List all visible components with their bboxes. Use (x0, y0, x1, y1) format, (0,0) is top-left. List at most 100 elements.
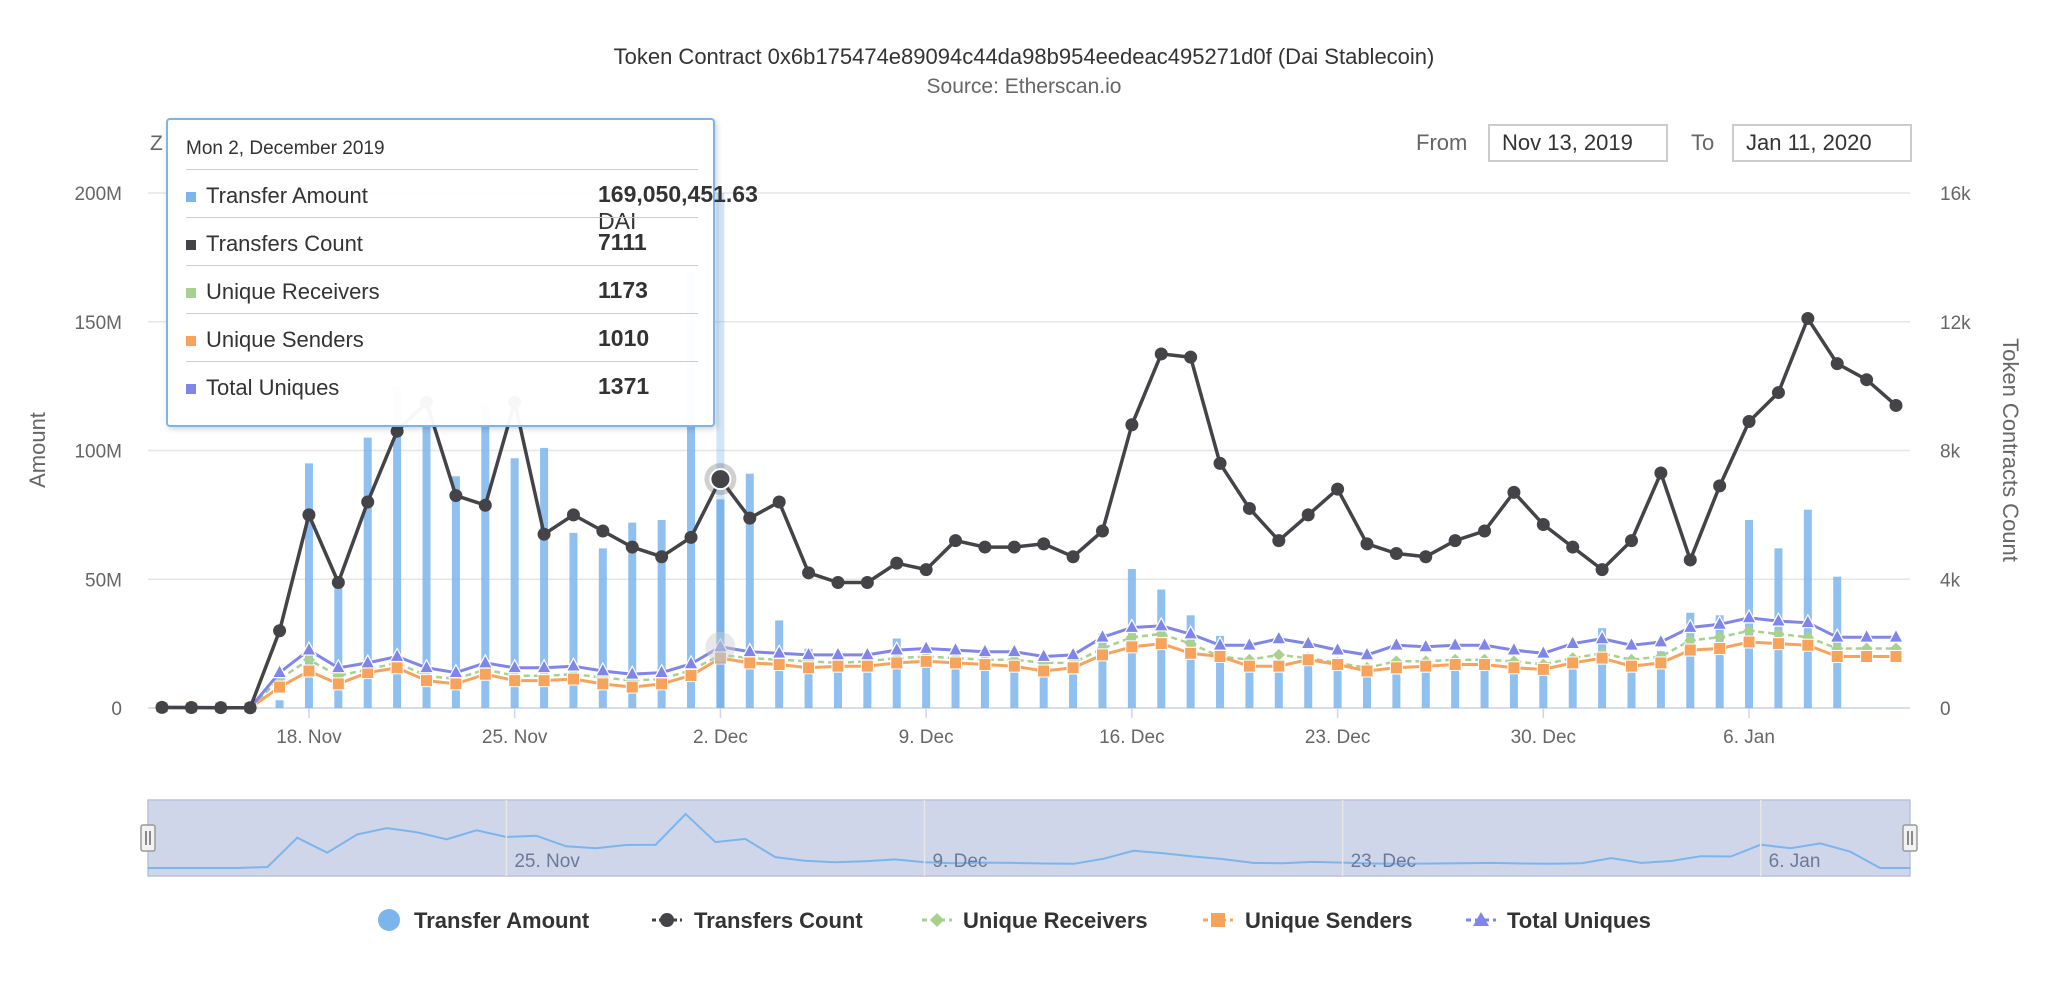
total-uniques-point[interactable] (447, 663, 464, 679)
transfers-count-point[interactable] (1154, 347, 1168, 361)
transfer-amount-bar[interactable] (393, 386, 402, 708)
transfer-amount-bar[interactable] (1539, 674, 1548, 708)
transfers-count-point[interactable] (1301, 508, 1315, 522)
navigator-handle-right[interactable] (1902, 824, 1918, 852)
unique-senders-point[interactable] (802, 661, 816, 675)
transfers-count-point[interactable] (1125, 418, 1139, 432)
total-uniques-point[interactable] (741, 642, 758, 658)
unique-senders-point[interactable] (1066, 661, 1080, 675)
transfers-count-point[interactable] (331, 575, 345, 589)
unique-senders-point[interactable] (302, 664, 316, 678)
series-line-transfers-count[interactable] (161, 314, 1898, 710)
legend-item-total-uniques[interactable]: Total Uniques (1466, 908, 1651, 933)
transfers-count-point[interactable] (655, 550, 669, 564)
unique-senders-point[interactable] (743, 656, 757, 670)
unique-senders-point[interactable] (860, 659, 874, 673)
unique-receivers-point[interactable] (1125, 631, 1138, 644)
unique-senders-point[interactable] (1095, 648, 1109, 662)
unique-senders-point[interactable] (508, 674, 522, 688)
transfer-amount-bar[interactable] (1627, 666, 1636, 708)
total-uniques-point[interactable] (1241, 635, 1258, 651)
total-uniques-point[interactable] (1858, 627, 1875, 643)
unique-senders-point[interactable] (596, 677, 610, 691)
transfers-count-point[interactable] (1419, 550, 1433, 564)
transfer-amount-bar[interactable] (569, 532, 578, 708)
transfer-amount-bar[interactable] (1568, 669, 1577, 708)
transfers-count-point[interactable] (302, 508, 316, 522)
transfers-count-point[interactable] (1624, 534, 1638, 548)
unique-receivers-point[interactable] (1184, 637, 1197, 650)
transfer-amount-bar[interactable] (951, 669, 960, 708)
total-uniques-point[interactable] (1476, 635, 1493, 651)
transfers-count-point[interactable] (831, 575, 845, 589)
total-uniques-point[interactable] (1035, 647, 1052, 663)
unique-senders-point[interactable] (537, 674, 551, 688)
total-uniques-point[interactable] (389, 647, 406, 663)
navigator-handle-left[interactable] (140, 824, 156, 852)
transfers-count-point[interactable] (1095, 524, 1109, 538)
transfers-count-point[interactable] (860, 575, 874, 589)
unique-receivers-point[interactable] (302, 653, 315, 666)
transfers-count-point[interactable] (1389, 547, 1403, 560)
legend-item-transfers-count[interactable]: Transfers Count (652, 908, 863, 933)
transfers-count-point[interactable] (1184, 350, 1198, 364)
transfer-amount-bar[interactable] (304, 463, 313, 708)
total-uniques-point[interactable] (829, 645, 846, 661)
transfer-amount-bar[interactable] (1480, 666, 1489, 708)
unique-senders-point[interactable] (1683, 643, 1697, 657)
transfers-count-point[interactable] (1771, 386, 1785, 400)
transfer-amount-bar[interactable] (1333, 664, 1342, 708)
from-date-input[interactable]: Nov 13, 2019 (1488, 124, 1668, 162)
total-uniques-point[interactable] (594, 661, 611, 677)
transfers-count-point[interactable] (1037, 537, 1051, 551)
transfers-count-point[interactable] (1860, 373, 1874, 387)
unique-senders-point[interactable] (478, 667, 492, 681)
series-lines[interactable] (153, 312, 1905, 715)
unique-senders-point[interactable] (978, 658, 992, 672)
transfer-amount-bar[interactable] (892, 638, 901, 708)
unique-senders-point[interactable] (1213, 650, 1227, 663)
transfers-count-point[interactable] (1801, 312, 1815, 326)
total-uniques-point[interactable] (1182, 624, 1199, 640)
to-date-input[interactable]: Jan 11, 2020 (1732, 124, 1912, 162)
unique-senders-point[interactable] (1771, 637, 1785, 651)
transfer-amount-bar[interactable] (275, 700, 284, 708)
total-uniques-point[interactable] (1594, 629, 1611, 645)
unique-senders-point[interactable] (1184, 646, 1198, 660)
transfer-amount-bars[interactable] (275, 272, 1842, 708)
transfers-count-point[interactable] (1595, 563, 1609, 577)
transfer-amount-bar[interactable] (1598, 628, 1607, 708)
transfers-count-point[interactable] (1830, 357, 1844, 371)
transfers-count-point[interactable] (1654, 466, 1668, 480)
transfers-count-point[interactable] (1331, 482, 1345, 496)
transfer-amount-bar[interactable] (1039, 671, 1048, 708)
transfer-amount-bar[interactable] (716, 499, 725, 708)
unique-senders-point[interactable] (919, 654, 933, 668)
total-uniques-point[interactable] (1153, 616, 1170, 632)
total-uniques-point[interactable] (976, 642, 993, 658)
total-uniques-point[interactable] (1094, 627, 1111, 643)
transfers-count-point[interactable] (1213, 456, 1227, 470)
unique-receivers-point[interactable] (1713, 631, 1726, 644)
unique-senders-point[interactable] (1654, 656, 1668, 670)
transfer-amount-bar[interactable] (1715, 615, 1724, 708)
total-uniques-point[interactable] (947, 640, 964, 656)
unique-senders-point[interactable] (1830, 650, 1844, 663)
total-uniques-point[interactable] (888, 640, 905, 656)
total-uniques-point[interactable] (683, 654, 700, 670)
transfers-count-point[interactable] (1683, 553, 1697, 567)
transfers-count-point[interactable] (1507, 485, 1521, 499)
transfer-amount-bar[interactable] (540, 447, 549, 708)
total-uniques-point[interactable] (1417, 637, 1434, 653)
transfer-amount-bar[interactable] (745, 473, 754, 708)
unique-senders-point[interactable] (890, 656, 904, 670)
legend[interactable]: Transfer Amount Transfers Count Unique Rec… (378, 908, 1651, 933)
unique-senders-point[interactable] (1566, 656, 1580, 670)
transfers-count-point[interactable] (1242, 501, 1256, 515)
total-uniques-point[interactable] (300, 640, 317, 656)
transfer-amount-bar[interactable] (1274, 669, 1283, 708)
total-uniques-point[interactable] (1123, 618, 1140, 634)
transfer-amount-bar[interactable] (422, 419, 431, 708)
total-uniques-point[interactable] (477, 653, 494, 669)
transfer-amount-bar[interactable] (1421, 671, 1430, 708)
